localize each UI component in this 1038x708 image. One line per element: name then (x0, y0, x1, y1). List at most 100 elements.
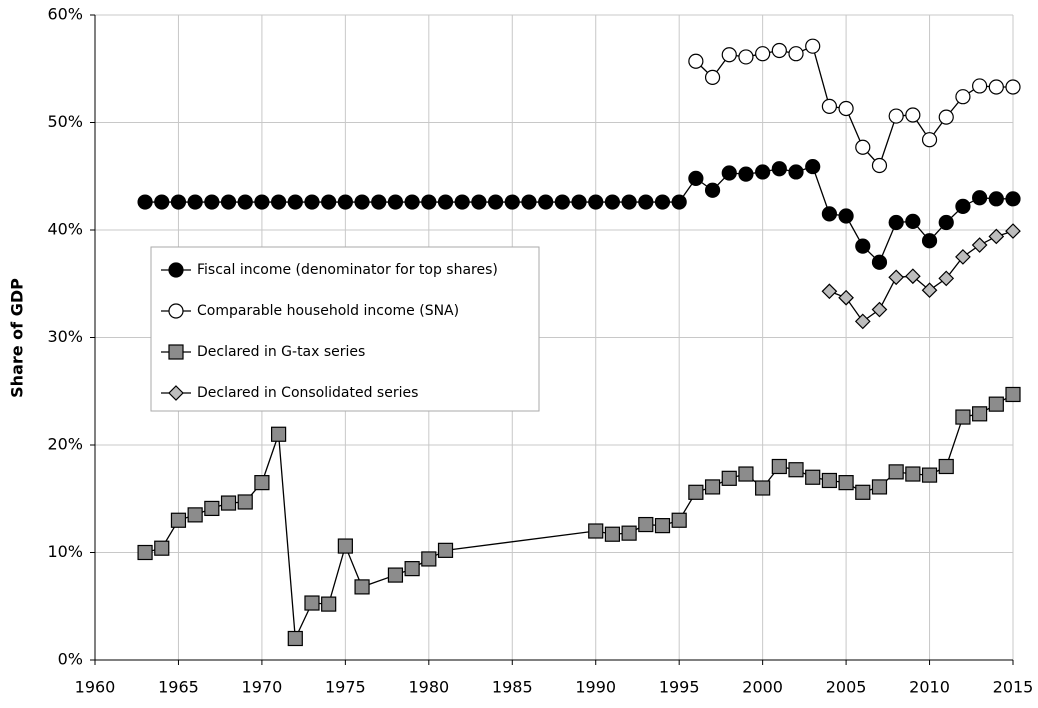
marker (154, 194, 170, 210)
marker (721, 165, 737, 181)
marker (788, 462, 804, 478)
x-tick-label: 1975 (325, 678, 366, 697)
marker (704, 479, 721, 495)
legend-text: Declared in Consolidated series (197, 385, 418, 401)
marker (854, 313, 871, 330)
marker (621, 525, 637, 541)
y-tick-label: 30% (47, 327, 83, 346)
marker (771, 42, 787, 59)
marker (938, 458, 954, 475)
marker (237, 494, 253, 510)
y-tick-label: 0% (58, 650, 83, 669)
marker (771, 161, 787, 177)
marker (755, 164, 771, 180)
marker (354, 194, 370, 210)
marker (988, 191, 1004, 207)
marker (888, 269, 905, 286)
marker (404, 561, 420, 577)
marker (271, 194, 287, 210)
marker (988, 79, 1004, 95)
marker (888, 464, 904, 480)
marker (588, 523, 604, 539)
marker (688, 53, 704, 69)
marker (204, 194, 220, 210)
marker (437, 194, 454, 210)
marker (387, 567, 404, 583)
marker (838, 289, 854, 306)
legend-text: Fiscal income (denominator for top share… (197, 262, 498, 278)
marker (971, 237, 988, 253)
marker (287, 630, 303, 647)
legend-text: Comparable household income (SNA) (197, 303, 459, 319)
marker (220, 495, 237, 511)
marker (604, 194, 621, 210)
marker (304, 194, 320, 210)
marker (988, 228, 1005, 245)
marker (921, 282, 938, 299)
x-tick-label: 1985 (492, 678, 533, 697)
marker (654, 194, 671, 210)
x-tick-label: 1965 (158, 678, 199, 697)
marker (972, 190, 988, 206)
y-axis-label: Share of GDP (8, 278, 27, 398)
marker (254, 475, 270, 491)
marker (838, 100, 854, 117)
marker (738, 466, 754, 482)
marker (805, 469, 821, 485)
marker (454, 194, 470, 210)
marker (387, 194, 404, 210)
marker (721, 470, 737, 486)
marker (972, 406, 988, 422)
marker (738, 49, 754, 65)
marker (304, 595, 320, 611)
marker (204, 500, 220, 517)
marker (955, 249, 971, 265)
marker (421, 551, 437, 567)
x-tick-label: 1995 (659, 678, 700, 697)
marker (187, 507, 203, 523)
marker (955, 89, 971, 105)
marker (855, 484, 871, 500)
marker (1005, 191, 1021, 207)
marker (554, 194, 570, 210)
marker (921, 233, 938, 249)
marker (921, 132, 938, 148)
marker (821, 98, 838, 114)
legend-marker (168, 344, 184, 360)
marker (321, 194, 337, 210)
marker (921, 467, 938, 483)
marker (688, 170, 704, 186)
marker (404, 194, 420, 210)
y-tick-label: 60% (47, 5, 83, 24)
marker (154, 540, 170, 556)
marker (888, 214, 904, 231)
x-tick-label: 2010 (909, 678, 950, 697)
x-tick-label: 1960 (75, 678, 116, 697)
marker (755, 46, 771, 62)
marker (721, 47, 737, 63)
marker (521, 194, 537, 210)
marker (137, 544, 153, 561)
marker (838, 208, 854, 224)
marker (254, 194, 270, 210)
marker (704, 182, 721, 198)
marker (638, 516, 654, 533)
x-tick-label: 2015 (993, 678, 1034, 697)
marker (955, 198, 971, 214)
marker (988, 396, 1004, 412)
marker (604, 526, 621, 542)
marker (287, 194, 303, 210)
marker (671, 194, 687, 210)
x-tick-label: 2000 (742, 678, 783, 697)
y-tick-label: 40% (47, 220, 83, 239)
marker (621, 194, 637, 210)
marker (871, 157, 888, 174)
marker (972, 78, 988, 94)
marker (871, 479, 888, 495)
x-tick-label: 1970 (242, 678, 283, 697)
marker (671, 512, 687, 528)
marker (588, 194, 604, 210)
marker (905, 268, 921, 285)
marker (220, 194, 237, 210)
